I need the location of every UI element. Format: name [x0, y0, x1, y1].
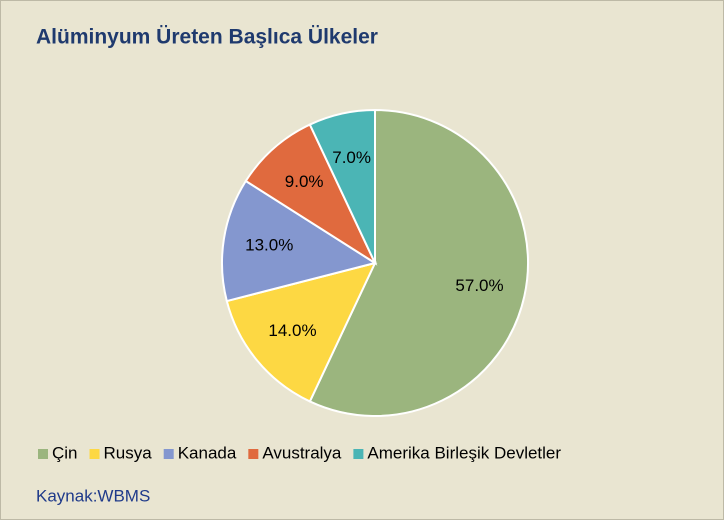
pie-slice: [225, 261, 377, 403]
legend-label: Avustralya: [262, 443, 342, 462]
legend-label: Amerika Birleşik Devletler: [367, 443, 561, 462]
pie-slice: [221, 179, 378, 303]
legend-label: Rusya: [104, 443, 153, 462]
data-label: 7.0%: [332, 148, 371, 167]
legend-swatch: [248, 449, 259, 459]
legend-swatch: [353, 449, 364, 459]
data-label: 14.0%: [268, 321, 316, 340]
legend-swatch: [38, 449, 48, 459]
data-label: 57.0%: [455, 276, 503, 295]
legend-label: Çin: [52, 443, 78, 462]
data-label: 13.0%: [245, 236, 293, 255]
legend-label: Kanada: [178, 443, 237, 462]
chart-title: Alüminyum Üreten Başlıca Ülkeler: [36, 26, 378, 49]
pie-slice: [308, 108, 529, 417]
data-label: 9.0%: [285, 172, 324, 191]
legend-swatch: [89, 449, 100, 459]
legend-swatch: [163, 449, 174, 459]
source: Kaynak:WBMS: [36, 486, 150, 505]
pie-slice: [308, 108, 376, 264]
pie-slice: [244, 123, 378, 266]
